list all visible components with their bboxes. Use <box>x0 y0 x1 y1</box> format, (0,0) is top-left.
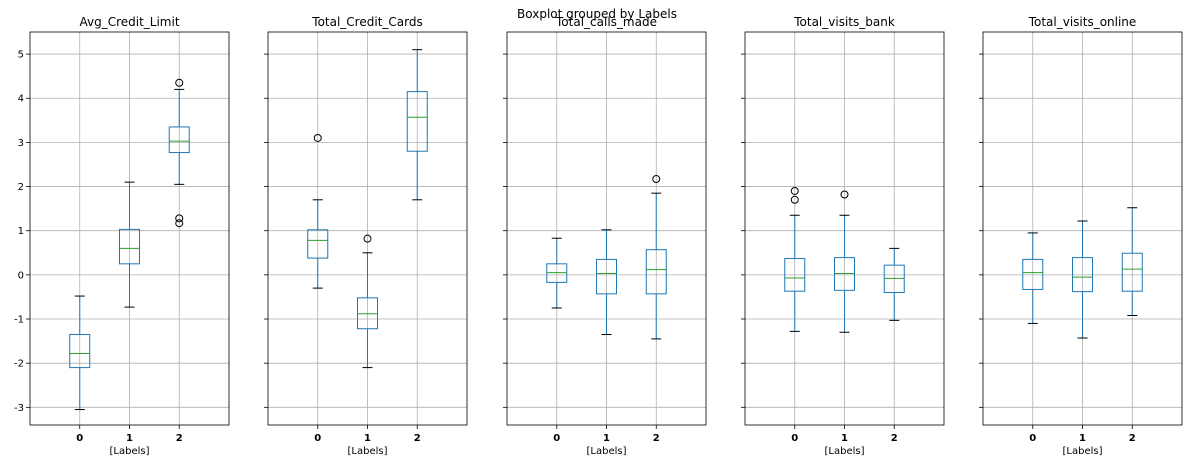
panel-total-visits-online: 0 1 2 Total_visits_online [Labels] <box>979 15 1183 457</box>
axes-frame <box>506 31 707 426</box>
x-tick-label: 1 <box>841 433 848 444</box>
flier-point <box>313 133 322 142</box>
flier-point <box>175 78 184 87</box>
y-tick-label: 2 <box>18 182 24 193</box>
box-0 <box>69 295 91 411</box>
box-iqr <box>119 228 140 265</box>
panel-title: Total_visits_bank <box>793 15 895 29</box>
box-2 <box>168 78 190 228</box>
x-axis-label: [Labels] <box>587 446 627 457</box>
panel-title: Avg_Credit_Limit <box>79 15 179 29</box>
y-tick-label: 0 <box>18 270 24 281</box>
x-axis-label: [Labels] <box>348 446 388 457</box>
x-axis-label: [Labels] <box>110 446 150 457</box>
x-tick-label: 1 <box>1079 433 1086 444</box>
flier-point <box>175 219 184 228</box>
flier-point <box>790 186 799 195</box>
box-0 <box>307 133 329 289</box>
x-tick-label: 2 <box>653 433 660 444</box>
panel-title: Total_visits_online <box>1028 15 1137 29</box>
x-tick-label: 1 <box>364 433 371 444</box>
x-tick-label: 2 <box>414 433 421 444</box>
box-2 <box>406 49 428 201</box>
box-2 <box>645 175 667 340</box>
box-1 <box>357 234 378 369</box>
axes-frame <box>982 31 1183 426</box>
x-tick-label: 0 <box>1029 433 1036 444</box>
box-0 <box>1022 232 1044 324</box>
x-tick-label: 0 <box>553 433 560 444</box>
x-tick-label: 2 <box>891 433 898 444</box>
box-iqr <box>1022 258 1044 290</box>
x-tick-label: 1 <box>126 433 133 444</box>
flier-point <box>840 190 849 199</box>
flier-point <box>652 175 661 184</box>
y-tick-label: 3 <box>18 138 24 149</box>
x-axis-label: [Labels] <box>825 446 865 457</box>
flier-point <box>175 214 184 223</box>
chart-suptitle: Boxplot grouped by Labels <box>517 7 677 21</box>
box-2 <box>883 247 905 321</box>
panel-total-calls-made: 0 1 2 Total_calls_made [Labels] <box>503 15 707 457</box>
y-tick-label: 1 <box>18 226 24 237</box>
box-1 <box>1072 220 1093 339</box>
flier-point <box>363 234 372 243</box>
x-tick-label: 0 <box>314 433 321 444</box>
box-1 <box>834 190 855 333</box>
x-axis-label: [Labels] <box>1063 446 1103 457</box>
flier-point <box>790 195 799 204</box>
axes-frame <box>744 31 945 426</box>
panel-avg-credit-limit: -3 -2 -1 0 1 2 3 4 5 0 1 2 Avg_Credit_Limit [Labels] <box>14 15 230 457</box>
x-tick-label: 0 <box>791 433 798 444</box>
axes-frame <box>29 31 230 426</box>
box-iqr <box>645 249 667 295</box>
x-tick-label: 1 <box>603 433 610 444</box>
box-iqr <box>406 91 428 152</box>
box-iqr <box>596 258 617 295</box>
x-tick-label: 2 <box>176 433 183 444</box>
box-iqr <box>168 126 190 154</box>
box-iqr <box>307 229 329 259</box>
y-tick-label: 4 <box>18 94 24 105</box>
box-1 <box>119 181 140 308</box>
box-iqr <box>1121 252 1143 292</box>
panel-title: Total_Credit_Cards <box>311 15 422 29</box>
y-tick-label: -1 <box>14 315 24 326</box>
box-iqr <box>784 258 806 292</box>
panel-total-credit-cards: 0 1 2 Total_Credit_Cards [Labels] <box>264 15 468 457</box>
box-iqr <box>69 333 91 369</box>
axes-frame <box>267 31 468 426</box>
panel-title: Total_calls_made <box>555 15 657 29</box>
y-tick-label: -2 <box>14 359 24 370</box>
box-1 <box>596 229 617 335</box>
y-tick-label: -3 <box>14 403 24 414</box>
x-tick-label: 2 <box>1129 433 1136 444</box>
box-2 <box>1121 207 1143 316</box>
x-tick-label: 0 <box>76 433 83 444</box>
y-tick-label: 5 <box>18 50 24 61</box>
box-iqr <box>1072 257 1093 293</box>
panel-total-visits-bank: 0 1 2 Total_visits_bank [Labels] <box>741 15 945 457</box>
box-0 <box>784 186 806 332</box>
box-0 <box>546 237 568 309</box>
